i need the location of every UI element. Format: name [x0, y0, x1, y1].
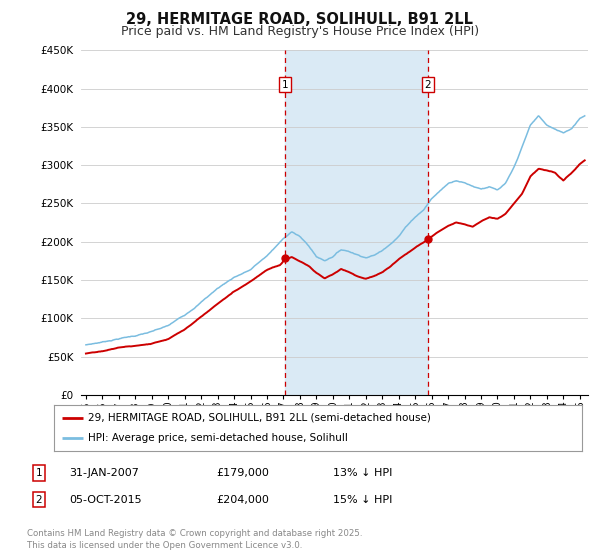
Text: 2: 2	[424, 80, 431, 90]
Text: 2: 2	[35, 494, 43, 505]
Text: 29, HERMITAGE ROAD, SOLIHULL, B91 2LL: 29, HERMITAGE ROAD, SOLIHULL, B91 2LL	[127, 12, 473, 27]
Text: 05-OCT-2015: 05-OCT-2015	[69, 494, 142, 505]
Text: 1: 1	[281, 80, 288, 90]
Text: HPI: Average price, semi-detached house, Solihull: HPI: Average price, semi-detached house,…	[88, 433, 348, 443]
Bar	[285, 50, 428, 395]
Text: Price paid vs. HM Land Registry's House Price Index (HPI): Price paid vs. HM Land Registry's House …	[121, 25, 479, 38]
Text: £179,000: £179,000	[216, 468, 269, 478]
Text: 1: 1	[35, 468, 43, 478]
Text: 15% ↓ HPI: 15% ↓ HPI	[333, 494, 392, 505]
Text: £204,000: £204,000	[216, 494, 269, 505]
Text: 29, HERMITAGE ROAD, SOLIHULL, B91 2LL (semi-detached house): 29, HERMITAGE ROAD, SOLIHULL, B91 2LL (s…	[88, 413, 431, 423]
Text: Contains HM Land Registry data © Crown copyright and database right 2025.
This d: Contains HM Land Registry data © Crown c…	[27, 529, 362, 550]
Text: 13% ↓ HPI: 13% ↓ HPI	[333, 468, 392, 478]
Text: 31-JAN-2007: 31-JAN-2007	[69, 468, 139, 478]
